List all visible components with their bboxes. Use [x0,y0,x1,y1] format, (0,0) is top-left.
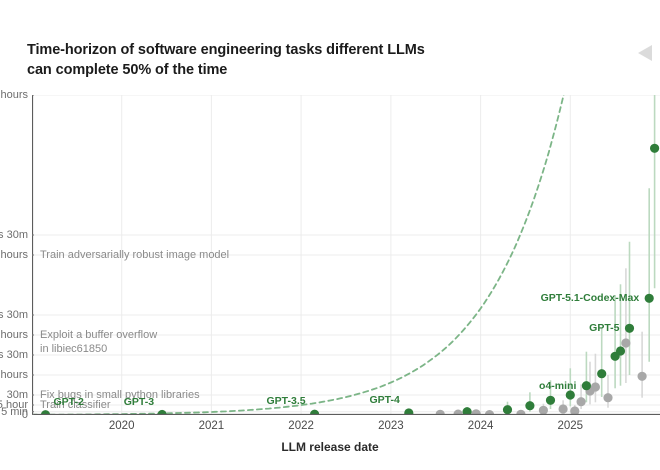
x-tick-label: 2025 [557,420,584,432]
y-tick-label: 2 hours [0,329,28,341]
left-triangle-icon [638,45,652,61]
x-tick-label: 2023 [378,420,404,432]
gridlines [32,95,660,415]
y-tick-label: 4 hours 30m [0,229,28,241]
y-tick-label: 30m [6,389,28,401]
x-tick-label: 2020 [108,420,135,432]
y-tick-label: 2 hours 30m [0,309,28,321]
data-points-highlight [40,143,660,415]
model-callout-label: GPT-2 [53,395,84,408]
chart-title: Time-horizon of software engineering tas… [27,40,497,80]
x-axis-title: LLM release date [281,440,379,454]
y-tick-label: 8 hours [0,89,28,101]
x-tick-label: 2021 [198,420,225,432]
y-tick-label: 0 [21,409,28,421]
model-callout-label: GPT-5.1-Codex-Max [540,292,640,305]
scatter-plot [32,95,660,415]
y-tick-label: 1 hours 30m [0,349,28,361]
page-title-line-1: Time-horizon of software engineering tas… [27,42,425,58]
model-callout-label: GPT-3 [123,395,155,408]
model-callout-label: GPT-5 [589,322,620,335]
model-callout-label: GPT-3.5 [266,395,306,408]
y-tick-label: 5 min [1,405,28,418]
y-tick-label: 1 hours [0,369,28,381]
x-tick-label: 2022 [288,420,314,432]
model-callout-label: GPT-4 [369,394,400,406]
y-axis-labels: 8 hours 4 hours 30m 4 hours 2 hours 30m 2 ho… [0,89,28,421]
data-points-other [435,338,647,415]
chart-plot-area: Train adversarially robust image model Ex… [32,95,660,415]
y-tick-label: 15 hour [0,399,28,411]
axis-lines [32,95,660,415]
page-title-line-2: can complete 50% of the time [27,62,228,78]
y-tick-label: 4 hours [0,249,28,261]
x-axis-ticks: 2020 2021 2022 2023 2024 2025 [32,420,660,438]
model-callout-label: o4-mini [539,379,577,392]
x-tick-label: 2024 [467,420,494,432]
